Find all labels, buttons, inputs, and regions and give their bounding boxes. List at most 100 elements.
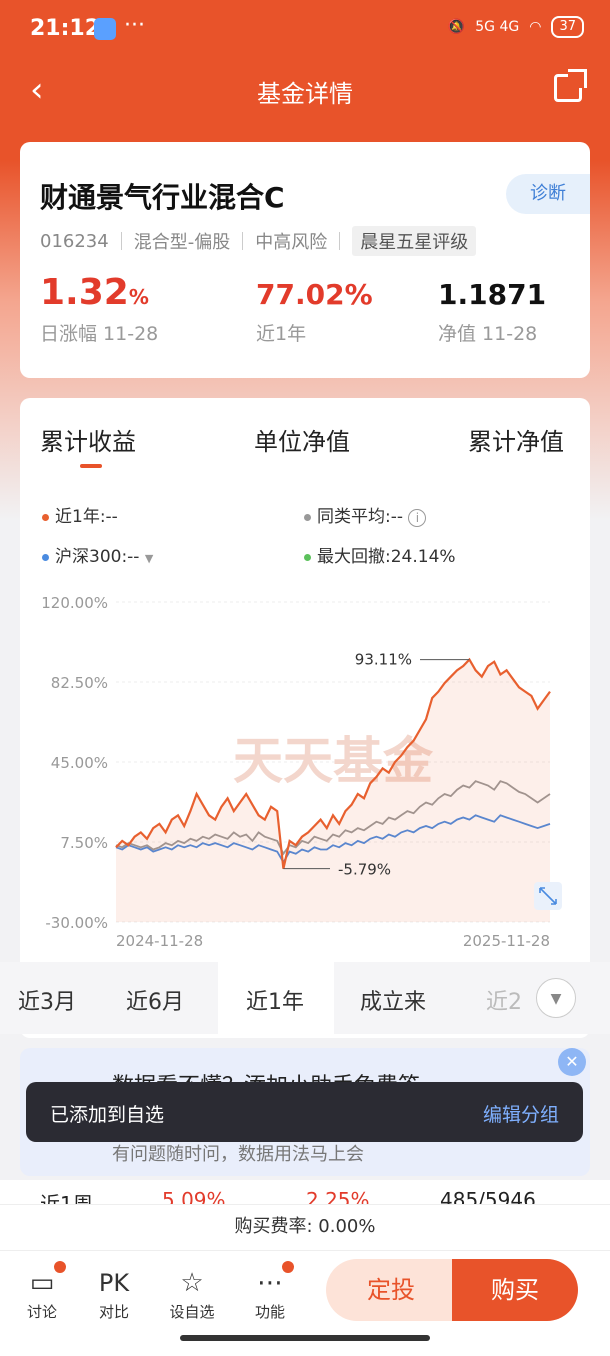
performance-row: 近1周 5.09% 2.25% 485/5946 [0,1180,610,1206]
x-tick-label: 2024-11-28 [116,932,203,950]
legend-dot [42,553,49,561]
promo-subtitle: 有问题随时问，数据用法马上会 [112,1144,364,1165]
period-since-inception[interactable]: 成立来 [360,990,427,1015]
page-title: 基金详情 [257,80,353,108]
compare-button[interactable]: PK 对比 [84,1265,144,1322]
status-time: 21:12 [30,16,101,41]
active-period-bg [218,962,334,1034]
y-tick-label: 45.00% [51,754,108,772]
more-notifications-icon: ··· [124,13,145,38]
share-icon[interactable] [554,69,587,102]
legend-max-drawdown: 最大回撤:24.14% [304,542,456,567]
compare-label: 对比 [98,1303,129,1321]
discuss-button[interactable]: ▭ 讨论 [12,1261,72,1322]
network-icon: 5G 4G [475,19,520,35]
info-icon[interactable]: i [408,509,427,527]
bell-muted-icon: 🔕 [447,19,466,35]
fund-rating: 晨星五星评级 [352,226,477,256]
nav-label: 净值 11-28 [438,323,538,345]
discuss-label: 讨论 [26,1303,57,1321]
notification-badge [282,1261,294,1273]
return-chart[interactable]: 120.00% 82.50% 45.00% 7.50% -30.00% 天天基金 93.11… [20,588,590,958]
fund-name: 财通景气行业混合C [40,181,285,214]
trough-label: -5.79% [338,861,391,879]
period-1y[interactable]: 近1年 [246,990,304,1015]
series-line-hs300 [115,814,551,865]
fund-tags: 016234 混合型-偏股 中高风险 晨星五星评级 [40,226,477,256]
chart-tabs: 累计收益 单位净值 累计净值 [20,422,590,462]
fund-area [116,659,550,922]
expand-icon-glyph [539,887,557,905]
divider [242,232,244,250]
period-6m[interactable]: 近6月 [126,990,184,1015]
daily-change-metric: 1.32% 日涨幅 11-28 [40,272,158,346]
x-tick-label: 2025-11-28 [463,932,550,950]
add-watchlist-button[interactable]: ☆ 设自选 [162,1265,222,1322]
year-return-value: 77.02% [256,278,373,311]
nav-value: 1.1871 [438,278,547,311]
y-tick-label: 82.50% [51,674,108,692]
legend-dot [304,553,311,561]
fund-type: 混合型-偏股 [133,232,231,253]
divider [120,232,122,250]
divider [339,232,341,250]
period-selector: 近3月 近6月 近1年 成立来 近2 [0,962,610,1034]
battery-icon: 37 [551,16,584,38]
peak-label: 93.11% [355,651,412,669]
y-tick-label: -30.00% [45,914,108,932]
series-line-fund [115,657,551,869]
period-2y[interactable]: 近2 [486,990,522,1015]
period-3m[interactable]: 近3月 [18,990,76,1015]
wifi-icon: ◠ [529,19,542,35]
tab-cumulative-nav[interactable]: 累计净值 [468,428,564,456]
nav-bar: ‹ 基金详情 [0,60,610,120]
legend-near-year: 近1年:-- [42,502,118,527]
diagnose-button[interactable]: 诊断 [506,174,590,214]
watchlist-label: 设自选 [169,1303,215,1321]
more-icon: ⋯ [240,1261,300,1301]
notification-badge [54,1261,66,1273]
app-notification-icon [94,18,116,40]
pk-icon: PK [98,1269,130,1297]
fund-code: 016234 [40,230,109,252]
chevron-down-icon[interactable]: ▼ [536,978,576,1018]
bottom-action-bar: ▭ 讨论 PK 对比 ☆ 设自选 ⋯ 功能 定投 购买 [0,1250,610,1356]
function-button[interactable]: ⋯ 功能 [240,1261,300,1322]
y-tick-label: 120.00% [41,594,108,612]
home-indicator [180,1335,430,1341]
star-icon: ☆ [180,1268,204,1298]
legend-peer-avg: 同类平均:-- i [304,502,427,527]
legend-dot [42,513,49,521]
status-icons: 🔕 5G 4G ◠ 37 [448,16,584,38]
tab-cumulative-return[interactable]: 累计收益 [40,428,136,456]
chart-card: 累计收益 单位净值 累计净值 近1年:-- 同类平均:-- i 沪深300:--… [20,398,590,1038]
tab-unit-nav[interactable]: 单位净值 [254,428,350,456]
buy-button[interactable]: 购买 [452,1259,578,1321]
fund-risk: 中高风险 [255,232,328,253]
toast-message: 已添加到自选 [50,1104,165,1126]
legend-dot [304,513,311,521]
function-label: 功能 [254,1303,285,1321]
purchase-fee: 购买费率: 0.00% [0,1204,610,1250]
daily-change-label: 日涨幅 11-28 [40,323,159,345]
row-value: 2.25% [306,1188,370,1206]
daily-change-value: 1.32% [40,272,149,313]
year-return-metric: 77.02% 近1年 [256,272,373,346]
dropdown-icon[interactable]: ▼ [144,552,154,565]
year-return-label: 近1年 [256,323,307,345]
chat-icon: ▭ [12,1261,72,1301]
toast: 已添加到自选 编辑分组 [26,1082,583,1142]
nav-metric: 1.1871 净值 11-28 [438,272,546,346]
row-value: 5.09% [162,1188,226,1206]
edit-group-link[interactable]: 编辑分组 [482,1104,559,1126]
fund-info-card: 财通景气行业混合C 诊断 016234 混合型-偏股 中高风险 晨星五星评级 1… [20,142,590,378]
back-icon[interactable]: ‹ [30,70,44,110]
series-line-peer [115,780,551,856]
legend-hs300[interactable]: 沪深300:-- ▼ [42,542,153,567]
close-icon[interactable]: ✕ [558,1048,586,1076]
watermark: 天天基金 [233,732,434,790]
y-tick-label: 7.50% [60,834,108,852]
row-label: 近1周 [40,1192,93,1206]
tab-indicator [80,464,102,468]
auto-invest-button[interactable]: 定投 [326,1259,456,1321]
